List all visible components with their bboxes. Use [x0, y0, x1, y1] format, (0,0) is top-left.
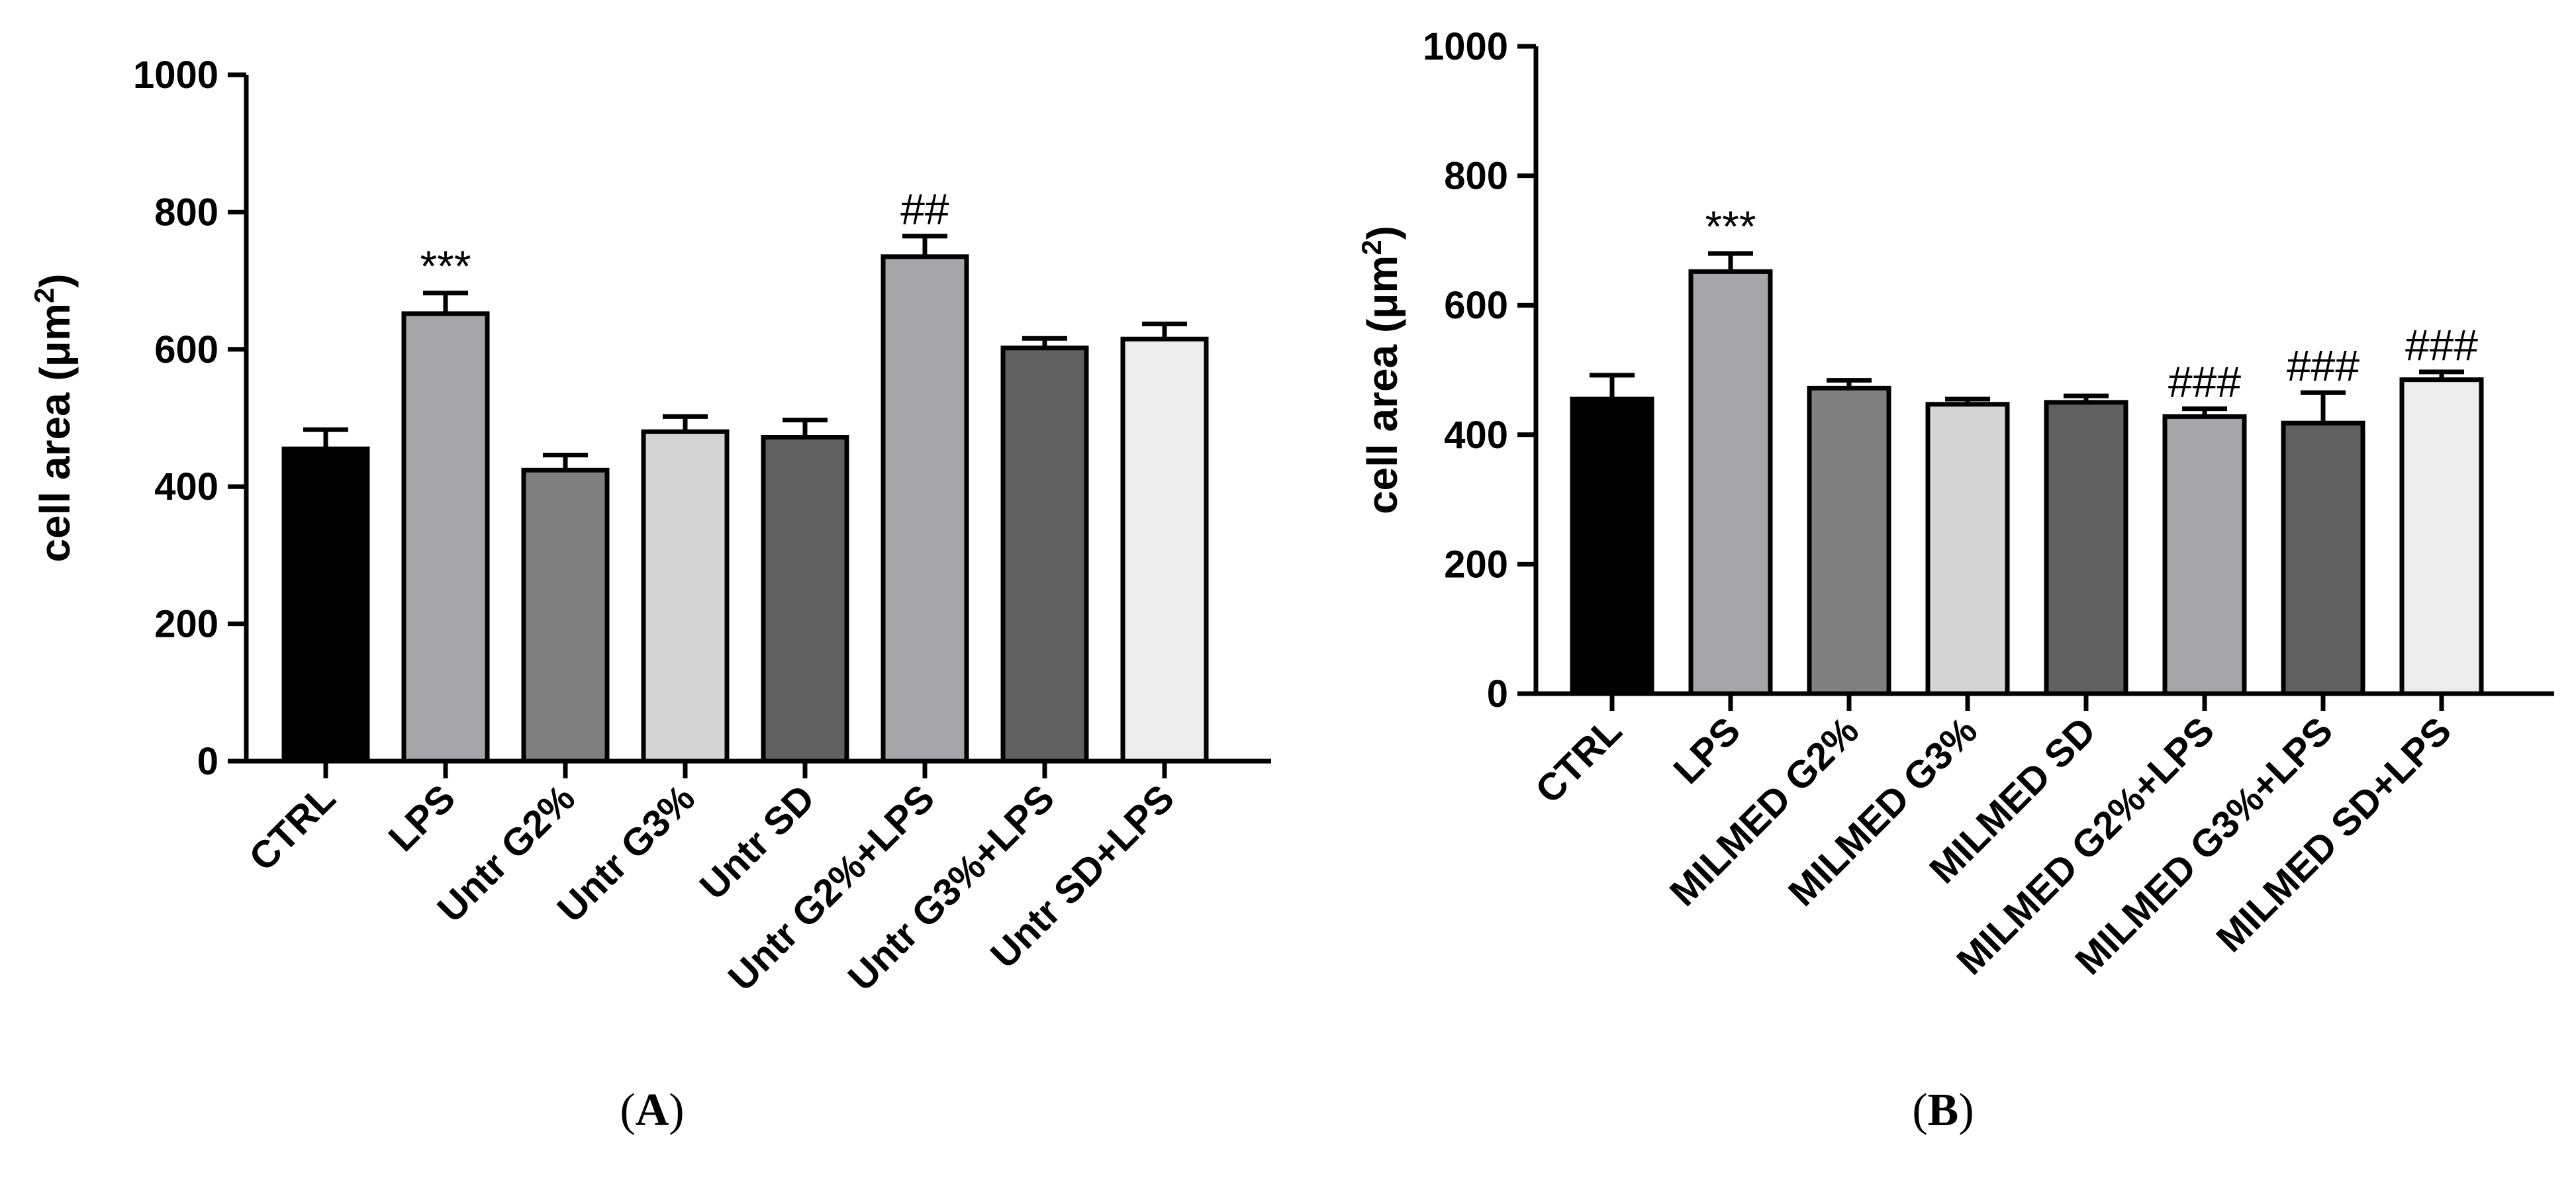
y-axis-label-close: ): [31, 273, 79, 287]
x-category-label: MILMED SD+LPS: [2208, 709, 2459, 960]
x-category-label: CTRL: [241, 776, 344, 879]
chart-panel-a: 0 200 400 600 800 1000 cell area (μm2) CTRL *** L…: [28, 54, 1271, 1136]
bar-untr-g3-lps: [1000, 345, 1089, 764]
y-tick-label: 0: [1487, 672, 1508, 715]
panel-label-open: (: [1912, 1085, 1927, 1136]
bar-milmed-g2-lps: [2162, 414, 2247, 696]
panel-label: (A): [620, 1085, 684, 1136]
y-axis-label-close: ): [1359, 226, 1406, 240]
bar-milmed-g2-: [1807, 385, 1891, 696]
panel-label: (B): [1912, 1085, 1974, 1136]
bar-untr-g3-: [641, 429, 730, 764]
x-category-label: Untr G2%+LPS: [720, 776, 943, 999]
significance-marker: ###: [2287, 341, 2360, 390]
y-tick-label: 600: [154, 328, 218, 371]
bar-lps: [1688, 269, 1773, 696]
panel-label-close: ): [669, 1085, 684, 1136]
significance-marker: ***: [420, 242, 471, 291]
panel-label-open: (: [620, 1085, 635, 1136]
y-tick-label: 200: [154, 603, 218, 646]
y-axis-label-text: cell area (μm: [31, 303, 79, 562]
x-category-label: LPS: [380, 776, 463, 860]
panel-label-letter: B: [1928, 1085, 1959, 1136]
y-tick-label: 800: [1444, 155, 1508, 198]
bar-untr-g2-lps: [881, 254, 969, 764]
significance-marker: ###: [2405, 320, 2478, 369]
x-category-label: Untr G3%+LPS: [840, 776, 1063, 999]
y-tick-label: 0: [197, 740, 218, 783]
significance-marker: ***: [1705, 202, 1756, 251]
bar-milmed-sd: [2044, 400, 2128, 696]
panel-label-close: ): [1958, 1085, 1974, 1136]
y-tick-label: 400: [154, 465, 218, 508]
y-axis-label-superscript: 2: [1356, 240, 1387, 255]
chart-panel-b: 0 200 400 600 800 1000 cell area (μm2) CTRL *** L…: [1356, 25, 2554, 1136]
bar-milmed-sd-lps: [2399, 377, 2484, 696]
bar-milmed-g3-: [1925, 402, 2010, 696]
significance-marker: ###: [2168, 357, 2241, 406]
y-axis-label: cell area (μm2): [1356, 226, 1406, 514]
bar-milmed-g3-lps: [2281, 420, 2365, 696]
y-tick-label: 600: [1444, 284, 1508, 327]
y-axis-label-text: cell area (μm: [1359, 255, 1406, 514]
bar-untr-g2-: [521, 467, 610, 764]
bar-untr-sd-lps: [1120, 336, 1209, 764]
x-category-label: CTRL: [1527, 709, 1630, 811]
y-tick-label: 800: [154, 191, 218, 234]
bar-lps: [401, 311, 490, 764]
bar-untr-sd: [761, 435, 849, 764]
bar-ctrl: [1570, 396, 1654, 696]
y-tick-label: 1000: [133, 54, 218, 97]
y-tick-label: 400: [1444, 414, 1508, 457]
panel-label-letter: A: [636, 1085, 669, 1136]
y-tick-label: 1000: [1423, 25, 1508, 68]
y-axis-label-superscript: 2: [28, 288, 60, 303]
bar-ctrl: [281, 446, 370, 764]
y-axis-label: cell area (μm2): [28, 273, 79, 562]
y-tick-label: 200: [1444, 543, 1508, 586]
x-category-label: LPS: [1665, 709, 1748, 792]
significance-marker: ##: [900, 185, 949, 234]
